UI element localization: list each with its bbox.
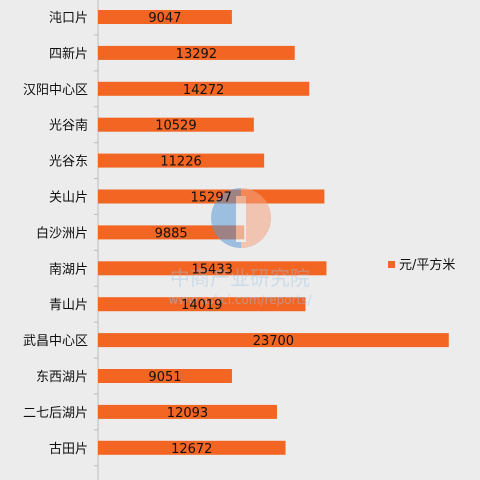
- bar: [98, 297, 306, 312]
- bar: [98, 333, 449, 348]
- category-label: 二七后湖片: [23, 406, 88, 421]
- legend: 元/平方米: [388, 257, 455, 273]
- bar: [98, 45, 295, 60]
- bars: [98, 10, 449, 455]
- category-label: 古田片: [49, 442, 88, 457]
- category-label: 武昌中心区: [23, 334, 88, 349]
- bar: [98, 404, 277, 419]
- category-labels: 沌口片四新片汉阳中心区光谷南光谷东关山片白沙洲片南湖片青山片武昌中心区东西湖片二…: [23, 11, 88, 457]
- category-label: 汉阳中心区: [23, 83, 88, 98]
- value-label: 12093: [167, 406, 208, 421]
- bar: [98, 10, 232, 24]
- value-label: 12672: [171, 442, 212, 457]
- bar: [98, 81, 310, 96]
- category-label: 光谷南: [49, 118, 88, 134]
- bar: [98, 369, 232, 383]
- value-label: 11226: [160, 155, 201, 170]
- bar: [98, 261, 327, 276]
- legend-swatch: [388, 261, 395, 268]
- watermark-text: 中商产业研究院: [170, 266, 310, 290]
- bar: [98, 117, 254, 132]
- value-labels: 9047 13292 14272 10529 11226 15297 9885 15433 14…: [148, 11, 294, 457]
- bar: [98, 225, 245, 240]
- watermark-logo-half-icon: [241, 188, 271, 248]
- bar: [98, 440, 286, 455]
- value-label: 15297: [191, 191, 232, 206]
- value-label: 14272: [183, 83, 224, 98]
- value-label: 15433: [192, 262, 233, 277]
- watermark-logo-bar-icon: [236, 196, 246, 242]
- value-label: 13292: [176, 47, 217, 62]
- bar: [98, 189, 325, 204]
- bar: [98, 153, 265, 168]
- value-label: 10529: [155, 119, 196, 134]
- category-label: 光谷东: [49, 155, 88, 170]
- value-label: 14019: [181, 298, 222, 313]
- watermark-url: www.askci.com/reports/: [168, 293, 312, 307]
- category-label: 关山片: [49, 191, 88, 206]
- watermark: 中商产业研究院 www.askci.com/reports/: [168, 188, 312, 307]
- value-label: 9047: [148, 11, 181, 26]
- category-label: 白沙洲片: [36, 225, 88, 241]
- value-label: 9885: [155, 226, 188, 241]
- value-label: 9051: [148, 370, 181, 385]
- category-label: 四新片: [49, 46, 88, 62]
- category-label: 青山片: [49, 298, 88, 313]
- category-label: 东西湖片: [36, 370, 88, 385]
- category-ticks: [94, 34, 98, 467]
- category-label: 沌口片: [49, 11, 88, 26]
- legend-label: 元/平方米: [399, 257, 455, 273]
- category-label: 南湖片: [49, 261, 88, 277]
- value-label: 23700: [253, 334, 294, 349]
